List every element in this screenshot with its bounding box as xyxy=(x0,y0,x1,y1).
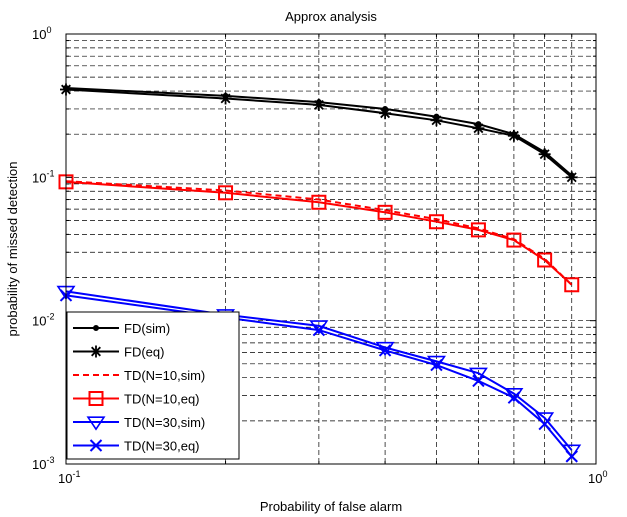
data-point xyxy=(537,252,553,268)
series-line xyxy=(65,180,573,286)
x-tick-label: 10-1 xyxy=(58,469,80,486)
y-tick-label: 10-2 xyxy=(32,312,54,329)
legend-marker xyxy=(86,416,106,431)
series-2 xyxy=(65,180,573,286)
data-point xyxy=(312,98,325,111)
data-point xyxy=(470,222,486,238)
legend-label: TD(N=30,eq) xyxy=(124,439,200,454)
legend-label: TD(N=30,sim) xyxy=(124,415,205,430)
data-point xyxy=(428,214,444,230)
data-point xyxy=(506,232,522,248)
legend-marker xyxy=(90,345,102,358)
data-point xyxy=(538,417,551,431)
series-line xyxy=(65,180,573,286)
legend-label: FD(sim) xyxy=(124,321,170,336)
chart-title: Approx analysis xyxy=(285,9,377,24)
data-point xyxy=(377,204,393,220)
x-axis-label: Probability of false alarm xyxy=(260,499,402,514)
data-point xyxy=(311,194,327,210)
y-axis-label: probability of missed detection xyxy=(5,162,20,337)
legend-label: TD(N=10,eq) xyxy=(124,392,200,407)
data-point xyxy=(378,344,392,357)
data-point xyxy=(507,129,520,142)
legend-box xyxy=(66,311,240,460)
data-point xyxy=(430,358,443,372)
legend-marker xyxy=(88,391,104,406)
data-point xyxy=(538,148,551,161)
series-line xyxy=(65,290,573,451)
data-point xyxy=(219,92,232,105)
legend-marker xyxy=(89,439,103,452)
y-tick-label: 10-1 xyxy=(32,168,54,185)
x-tick-label: 100 xyxy=(588,469,607,486)
data-point xyxy=(565,171,578,184)
data-point xyxy=(472,374,485,388)
data-point xyxy=(430,114,443,127)
legend-item: FD(sim) xyxy=(73,321,170,336)
series-1 xyxy=(60,83,578,184)
data-point xyxy=(468,367,488,382)
legend-item: TD(N=30,eq) xyxy=(73,439,200,454)
y-tick-label: 100 xyxy=(32,25,51,42)
legend-label: FD(eq) xyxy=(124,345,164,360)
legend-item: TD(N=10,sim) xyxy=(73,368,205,383)
legend-item: TD(N=30,sim) xyxy=(73,415,205,431)
legend-item: TD(N=10,eq) xyxy=(73,391,200,407)
legend-item: FD(eq) xyxy=(73,345,164,360)
axes-box xyxy=(65,33,597,465)
legend: FD(sim) FD(eq) TD(N=10,sim) TD(N=10,eq) TD(N… xyxy=(66,311,240,460)
legend-label: TD(N=10,sim) xyxy=(124,368,205,383)
data-point xyxy=(507,391,521,404)
data-point xyxy=(379,107,392,120)
data-point xyxy=(472,122,485,135)
data-point xyxy=(426,355,446,371)
data-point xyxy=(312,323,326,337)
data-point xyxy=(564,277,580,293)
data-point xyxy=(565,450,578,463)
data-point xyxy=(218,185,234,201)
series-3 xyxy=(58,174,580,293)
legend-marker xyxy=(93,325,99,331)
y-tick-label: 10-3 xyxy=(32,455,54,472)
